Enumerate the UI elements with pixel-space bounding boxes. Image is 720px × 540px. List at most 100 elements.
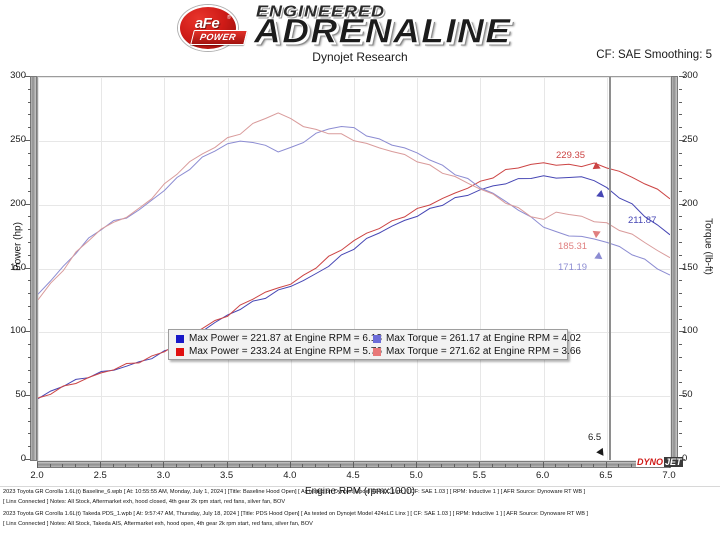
axis-tick	[150, 464, 152, 467]
left-axis-title: Power (hp)	[12, 222, 24, 271]
axis-tick	[37, 462, 38, 468]
axis-tick	[679, 382, 682, 384]
axis-tick	[441, 464, 443, 467]
axis-tick	[679, 344, 682, 346]
axis-tick	[28, 305, 31, 307]
axis-tick	[264, 464, 266, 467]
axis-tick	[428, 464, 430, 467]
axis-tick	[492, 464, 494, 467]
axis-tick	[679, 88, 682, 90]
right-axis-bar	[671, 76, 678, 461]
axis-tick	[239, 464, 241, 467]
axis-tick	[289, 462, 291, 468]
x-tick-label: 6.0	[535, 470, 550, 481]
afe-power-banner-text: POWER	[199, 32, 237, 42]
legend-swatch-pds-torque	[373, 348, 381, 356]
x-tick-label: 2.0	[30, 470, 44, 481]
gridline-vertical	[417, 77, 418, 460]
axis-tick	[679, 305, 682, 307]
axis-tick	[28, 178, 31, 180]
axis-tick	[327, 464, 329, 467]
axis-tick	[28, 229, 31, 231]
series-line	[38, 125, 670, 295]
x-tick-label: 3.0	[156, 470, 170, 481]
axis-tick	[188, 464, 190, 467]
axis-tick	[679, 446, 682, 448]
x-tick-label: 4.0	[283, 470, 297, 481]
axis-tick	[28, 101, 31, 103]
axis-tick	[87, 464, 89, 467]
footer-divider	[0, 486, 720, 487]
axis-tick	[679, 318, 682, 320]
axis-tick	[138, 464, 140, 467]
axis-tick	[28, 293, 31, 295]
axis-tick	[28, 254, 31, 256]
legend-swatch-baseline-torque	[373, 335, 381, 343]
axis-tick	[24, 331, 30, 333]
chart-subtitle: Dynojet Research	[312, 50, 408, 64]
axis-tick	[466, 464, 468, 467]
axis-tick	[315, 464, 317, 467]
axis-tick	[403, 464, 405, 467]
axis-tick	[213, 464, 215, 467]
axis-tick	[62, 464, 64, 467]
axis-tick	[28, 369, 31, 371]
chart-header: aFe ® POWER ENGINEERED ADRENALINE Dynoje…	[0, 0, 720, 66]
legend-label-pds-power: Max Power = 233.24 at Engine RPM = 5.76	[189, 346, 382, 357]
y-tick-label-left: 0	[0, 453, 26, 464]
gridline-vertical	[354, 77, 355, 460]
axis-tick	[542, 462, 544, 468]
x-axis-title: Engine RPM (rpmx1000)	[304, 486, 416, 497]
dynojet-watermark: DYNO JET	[636, 456, 692, 468]
series-line	[38, 112, 670, 301]
gridline-vertical	[38, 77, 39, 460]
y-tick-label-right: 0	[682, 453, 710, 464]
cursor-line[interactable]	[609, 77, 611, 460]
x-tick-label: 4.5	[346, 470, 360, 481]
axis-tick	[555, 464, 557, 467]
axis-tick	[28, 127, 31, 129]
axis-tick	[679, 420, 682, 422]
gridline-horizontal	[38, 205, 670, 206]
axis-tick	[679, 229, 682, 231]
y-tick-label-right: 150	[682, 261, 698, 273]
axis-tick	[529, 464, 531, 467]
legend-label-baseline-torque: Max Torque = 261.17 at Engine RPM = 4.02	[386, 333, 581, 344]
x-tick-label: 6.5	[599, 470, 613, 481]
axis-tick	[679, 356, 682, 358]
axis-tick	[378, 464, 380, 467]
run-info-line: 2023 Toyota GR Corolla 1.6L(t) Baseline_…	[3, 489, 586, 495]
axis-tick	[24, 395, 30, 397]
axis-tick	[679, 76, 685, 77]
run-info-footer: 2023 Toyota GR Corolla 1.6L(t) Baseline_…	[0, 487, 720, 540]
bottom-axis-bar	[37, 461, 671, 468]
run-info-line: 2023 Toyota GR Corolla 1.6L(t) Takeda PD…	[3, 511, 589, 517]
axis-tick	[24, 459, 30, 460]
y-tick-label-left: 150	[10, 261, 26, 273]
annotation-pds-torque: 185.31	[558, 241, 588, 252]
axis-tick	[390, 464, 392, 467]
gridline-horizontal	[38, 269, 670, 270]
afe-logo-text: aFe	[194, 15, 220, 32]
axis-tick	[28, 190, 31, 192]
axis-tick	[176, 464, 178, 467]
axis-tick	[24, 139, 30, 141]
gridline-vertical	[544, 77, 545, 460]
y-tick-label-left: 100	[10, 325, 26, 337]
y-tick-label-right: 100	[682, 325, 698, 337]
axis-tick	[679, 241, 682, 243]
gridline-horizontal	[38, 396, 670, 397]
x-tick-label: 2.5	[93, 470, 107, 481]
axis-tick	[631, 464, 633, 467]
right-axis-title: Torque (lb-ft)	[702, 218, 714, 275]
gridline-vertical	[164, 77, 165, 460]
curve-layer	[38, 112, 670, 400]
axis-tick	[24, 267, 30, 269]
gridline-horizontal	[38, 460, 670, 461]
axis-tick	[679, 178, 682, 180]
legend-row: Max Power = 221.87 at Engine RPM = 6.13 …	[169, 332, 581, 346]
axis-tick	[277, 464, 279, 467]
axis-tick	[679, 216, 682, 218]
axis-tick	[28, 420, 31, 422]
afe-power-logo-icon: aFe ® POWER	[176, 4, 248, 51]
